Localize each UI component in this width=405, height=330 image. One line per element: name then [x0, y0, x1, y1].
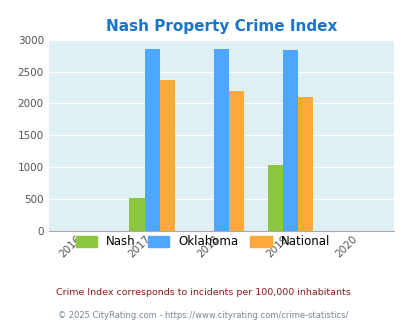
- Bar: [160, 81, 175, 231]
- Legend: Nash, Oklahoma, National: Nash, Oklahoma, National: [71, 231, 334, 253]
- Title: Nash Property Crime Index: Nash Property Crime Index: [105, 19, 336, 34]
- Bar: [129, 198, 144, 231]
- Bar: [213, 49, 228, 231]
- Text: Crime Index corresponds to incidents per 100,000 inhabitants: Crime Index corresponds to incidents per…: [55, 287, 350, 297]
- Bar: [228, 91, 243, 231]
- Text: © 2025 CityRating.com - https://www.cityrating.com/crime-statistics/: © 2025 CityRating.com - https://www.city…: [58, 311, 347, 320]
- Bar: [144, 49, 160, 231]
- Bar: [297, 97, 312, 231]
- Bar: [282, 50, 297, 231]
- Bar: [267, 165, 282, 231]
